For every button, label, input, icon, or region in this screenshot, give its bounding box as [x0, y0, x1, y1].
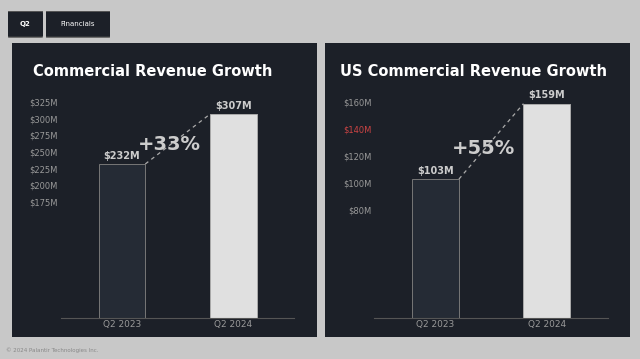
Text: Q2: Q2 — [20, 21, 31, 27]
Text: Commercial Revenue Growth: Commercial Revenue Growth — [33, 64, 272, 79]
Text: $103M: $103M — [417, 166, 454, 176]
FancyBboxPatch shape — [42, 11, 114, 37]
Text: © 2024 Palantir Technologies Inc.: © 2024 Palantir Technologies Inc. — [6, 347, 99, 353]
FancyBboxPatch shape — [6, 11, 44, 37]
Text: Financials: Financials — [61, 21, 95, 27]
Text: $307M: $307M — [215, 101, 252, 111]
Bar — [412, 179, 459, 318]
Text: $232M: $232M — [104, 151, 140, 160]
Text: US Commercial Revenue Growth: US Commercial Revenue Growth — [340, 64, 607, 79]
Bar — [210, 114, 257, 318]
Text: +33%: +33% — [138, 135, 202, 154]
Text: +55%: +55% — [452, 139, 515, 158]
Bar — [524, 104, 570, 318]
Bar — [99, 164, 145, 318]
Text: $159M: $159M — [529, 90, 565, 100]
